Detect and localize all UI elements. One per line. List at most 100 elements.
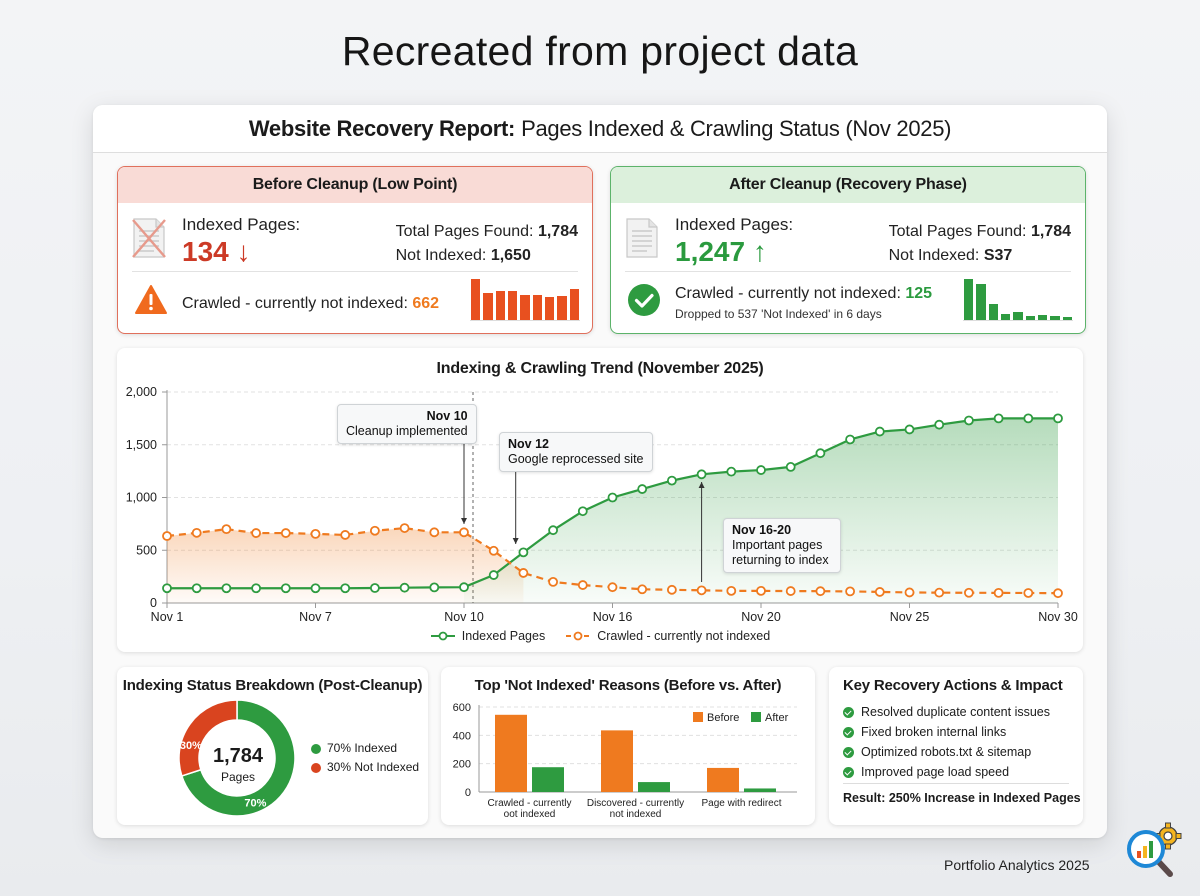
annotation-arrow-nov10-head xyxy=(461,518,467,524)
y-tick-label: 400 xyxy=(453,730,471,742)
crawled-point xyxy=(369,525,380,536)
y-tick-label: 0 xyxy=(465,787,471,799)
indexed-point xyxy=(369,583,380,593)
donut-slice-not-indexed xyxy=(178,699,238,777)
document-icon xyxy=(626,218,658,258)
crawled-point xyxy=(815,586,826,597)
actions-title: Key Recovery Actions & Impact xyxy=(843,677,1063,694)
annotation-arrow-nov12-head xyxy=(512,538,519,544)
indexed-point xyxy=(162,583,172,594)
annotation-title: Nov 16-20 xyxy=(732,523,792,537)
crawled-point xyxy=(488,545,499,556)
crawled-point xyxy=(845,586,855,597)
check-icon xyxy=(843,706,854,718)
check-icon xyxy=(843,726,854,738)
action-item-label: Improved page load speed xyxy=(861,765,1010,779)
indexing-breakdown-card: Indexing Status Breakdown (Post-Cleanup)… xyxy=(117,667,428,825)
y-tick-label: 600 xyxy=(453,702,471,714)
annotation-title: Nov 10 xyxy=(426,409,468,423)
donut-slice-label: 30% xyxy=(180,740,202,752)
indexed-point xyxy=(310,583,321,594)
bar-before xyxy=(707,767,739,792)
mini-bar xyxy=(1000,314,1011,320)
annotation-callout: Nov 16-20 Important pages returning to in… xyxy=(723,518,841,573)
x-tick-label: Nov 1 xyxy=(151,610,184,624)
after-total-label: Total Pages Found: xyxy=(888,223,1027,240)
before-indexed-label: Indexed Pages: xyxy=(182,215,301,234)
mini-bar xyxy=(976,283,986,320)
report-panel: Website Recovery Report: Pages Indexed &… xyxy=(93,105,1107,838)
donut-title: Indexing Status Breakdown (Post-Cleanup) xyxy=(122,677,423,694)
crawled-point xyxy=(221,524,232,535)
report-title-bold: Website Recovery Report: xyxy=(248,115,516,141)
indexed-point xyxy=(696,469,707,480)
indexed-point xyxy=(934,419,945,430)
action-item: Fixed broken internal links xyxy=(843,722,1050,742)
crawled-point xyxy=(429,527,440,538)
crawled-point xyxy=(191,527,202,538)
y-tick-label: 500 xyxy=(136,543,157,557)
mini-bar xyxy=(532,295,542,320)
legend-label-indexed: Indexed Pages xyxy=(461,629,546,643)
crawled-point xyxy=(874,587,885,597)
crawled-point xyxy=(904,587,915,598)
after-divider xyxy=(625,271,1071,272)
after-indexed-label: Indexed Pages: xyxy=(675,215,794,234)
crawled-point xyxy=(696,585,707,596)
legend-label-after: After xyxy=(765,712,789,724)
crawled-point xyxy=(667,584,677,595)
before-not-indexed-label: Not Indexed: xyxy=(395,247,487,264)
crawled-point xyxy=(399,523,410,533)
indexed-point xyxy=(577,506,588,517)
annotation-callout: Nov 10 Cleanup implemented xyxy=(337,404,477,444)
before-divider xyxy=(132,271,578,272)
legend-label-before: Before xyxy=(707,712,739,724)
donut-chart: 70% 30% xyxy=(178,699,296,817)
after-mini-bar-chart xyxy=(963,279,1073,321)
indexed-point xyxy=(785,462,796,472)
x-tick-label: Nov 30 xyxy=(1038,610,1078,624)
after-crawled-label: Crawled - currently not indexed: xyxy=(675,285,901,302)
after-indexed-value: 1,247 ↑ xyxy=(675,236,767,267)
crawled-point xyxy=(993,587,1004,598)
indexed-point xyxy=(280,583,291,594)
crawled-point xyxy=(1023,588,1034,598)
y-tick-label: 1,000 xyxy=(126,491,157,505)
crawled-point xyxy=(577,580,588,590)
crawled-point xyxy=(934,587,945,598)
annotation-arrow-nov16-head xyxy=(698,482,705,488)
category-label: Discovered - currently xyxy=(587,798,684,809)
indexed-point xyxy=(251,583,262,594)
indexed-point xyxy=(488,570,499,580)
mini-bar xyxy=(1037,315,1048,320)
y-tick-label: 1,500 xyxy=(126,438,157,452)
crawled-point xyxy=(607,582,618,593)
indexed-point xyxy=(518,547,529,558)
legend-line-green-icon xyxy=(430,631,455,641)
legend-item-crawled: Crawled - currently not indexed xyxy=(565,629,770,643)
indexed-point xyxy=(726,466,737,477)
crawled-point xyxy=(785,586,796,596)
bar-after xyxy=(744,788,776,792)
donut-legend-indexed-label: 70% Indexed xyxy=(327,741,398,755)
category-label: Crawled - currently xyxy=(488,798,572,809)
document-crossed-icon xyxy=(132,218,166,258)
recovery-actions-card: Key Recovery Actions & Impact Resolved d… xyxy=(829,667,1083,825)
crawled-point xyxy=(756,585,766,596)
mini-bar xyxy=(557,296,567,320)
indexed-point xyxy=(221,583,232,594)
x-tick-label: Nov 20 xyxy=(741,610,781,624)
mini-bar xyxy=(1025,315,1035,320)
action-item-label: Resolved duplicate content issues xyxy=(861,705,1051,719)
after-cleanup-card: After Cleanup (Recovery Phase) Indexed P… xyxy=(610,166,1086,334)
x-tick-label: Nov 16 xyxy=(593,610,633,624)
check-circle-icon xyxy=(628,284,660,316)
crawled-point xyxy=(459,527,469,538)
action-item-label: Fixed broken internal links xyxy=(861,725,1007,739)
before-total-value: 1,784 xyxy=(537,223,578,240)
action-item: Improved page load speed xyxy=(843,762,1050,782)
report-title-rest: Pages Indexed & Crawling Status (Nov 202… xyxy=(521,115,952,141)
page-title: Recreated from project data xyxy=(341,28,859,74)
x-tick-label: Nov 25 xyxy=(890,610,930,624)
